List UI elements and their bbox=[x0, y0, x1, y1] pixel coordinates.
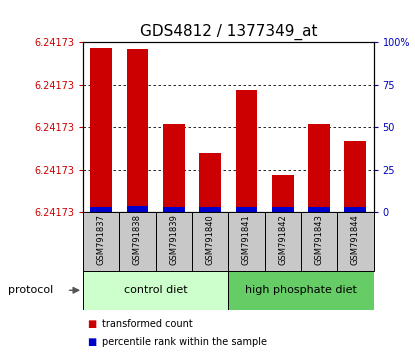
Text: GSM791837: GSM791837 bbox=[97, 214, 106, 265]
Bar bbox=[90, 207, 112, 212]
Text: control diet: control diet bbox=[124, 285, 188, 295]
Bar bbox=[163, 207, 185, 212]
Bar bbox=[127, 49, 149, 212]
Text: GSM791844: GSM791844 bbox=[351, 214, 360, 265]
Bar bbox=[337, 212, 374, 271]
Text: GSM791843: GSM791843 bbox=[315, 214, 324, 265]
Text: GSM791842: GSM791842 bbox=[278, 214, 287, 265]
Bar bbox=[192, 212, 228, 271]
Bar bbox=[308, 124, 330, 212]
Bar bbox=[228, 212, 265, 271]
Text: GSM791839: GSM791839 bbox=[169, 214, 178, 265]
Text: percentile rank within the sample: percentile rank within the sample bbox=[102, 337, 267, 347]
Bar bbox=[236, 207, 257, 212]
Bar bbox=[127, 206, 149, 212]
Bar bbox=[156, 212, 192, 271]
Bar bbox=[120, 212, 156, 271]
Bar bbox=[272, 175, 294, 212]
Text: GSM791840: GSM791840 bbox=[205, 214, 215, 265]
Bar bbox=[344, 207, 366, 212]
Text: transformed count: transformed count bbox=[102, 319, 193, 329]
Text: protocol: protocol bbox=[8, 285, 54, 295]
Bar bbox=[265, 212, 301, 271]
Bar bbox=[199, 207, 221, 212]
Bar bbox=[272, 207, 294, 212]
Title: GDS4812 / 1377349_at: GDS4812 / 1377349_at bbox=[139, 23, 317, 40]
Bar bbox=[83, 271, 228, 310]
Bar bbox=[344, 141, 366, 212]
Text: ■: ■ bbox=[87, 319, 96, 329]
Bar bbox=[301, 212, 337, 271]
Bar bbox=[228, 271, 374, 310]
Bar bbox=[90, 47, 112, 212]
Text: GSM791841: GSM791841 bbox=[242, 214, 251, 265]
Text: ■: ■ bbox=[87, 337, 96, 347]
Bar bbox=[199, 153, 221, 212]
Text: GSM791838: GSM791838 bbox=[133, 214, 142, 265]
Text: high phosphate diet: high phosphate diet bbox=[245, 285, 357, 295]
Bar bbox=[308, 207, 330, 212]
Bar bbox=[163, 124, 185, 212]
Bar bbox=[83, 212, 120, 271]
Bar bbox=[236, 90, 257, 212]
